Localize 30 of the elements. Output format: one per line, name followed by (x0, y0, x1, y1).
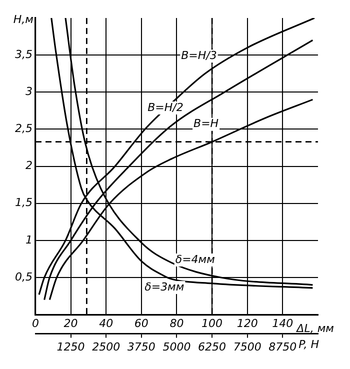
y-tick-label: 3 (25, 85, 32, 98)
x-tick-label: 20 (64, 317, 78, 330)
x-axis-title: ΔL, мм (296, 322, 334, 335)
series-label: В=Н (194, 117, 219, 130)
x2-tick-label: 2500 (92, 340, 120, 354)
x-tick-label: 0 (32, 317, 39, 330)
y-axis-title: Н,м (13, 12, 34, 26)
x2-tick-label: 1250 (56, 340, 85, 354)
x-tick-label: 120 (236, 317, 258, 330)
y-tick-label: 0,5 (14, 270, 32, 284)
x2-tick-label: 3750 (127, 340, 156, 354)
series-label: В=Н/2 (148, 100, 184, 114)
x-tick-label: 40 (99, 317, 114, 330)
series-label: В=Н/3 (181, 48, 217, 62)
x2-axis-title: P, Н (298, 338, 320, 352)
x2-tick-label: 8750 (268, 340, 297, 354)
series-label: δ=3мм (144, 280, 184, 294)
x-tick-label: 140 (272, 317, 294, 330)
x2-tick-label: 7500 (233, 340, 262, 354)
x-tick-label: 100 (202, 317, 223, 330)
series-label: δ=4мм (175, 252, 215, 266)
y-tick-label: 1 (25, 233, 32, 246)
x2-tick-label: 5000 (162, 340, 191, 354)
y-tick-label: 2,5 (14, 122, 32, 136)
x-tick-label: 80 (170, 317, 184, 330)
x-tick-label: 60 (134, 317, 148, 330)
y-tick-label: 2 (25, 159, 32, 172)
y-tick-label: 3,5 (14, 48, 32, 61)
x2-tick-label: 6250 (198, 340, 226, 354)
y-tick-label: 1,5 (14, 196, 32, 210)
